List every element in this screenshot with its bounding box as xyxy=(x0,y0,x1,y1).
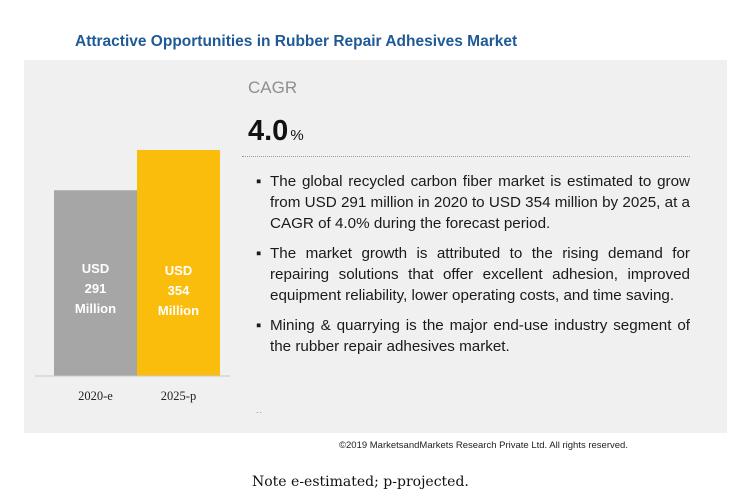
bullet-item: ▪ The market growth is attributed to the … xyxy=(254,243,690,306)
copyright-text: ©2019 MarketsandMarkets Research Private… xyxy=(339,440,628,451)
bar-data-label: USD xyxy=(82,261,109,276)
bar-data-label: Million xyxy=(158,303,199,318)
chart-title: Attractive Opportunities in Rubber Repai… xyxy=(75,33,518,50)
bullet-text: The global recycled carbon fiber market … xyxy=(270,173,690,232)
bar-data-label: 354 xyxy=(168,283,190,298)
cagr-value: 4.0% xyxy=(248,115,304,148)
cagr-label: CAGR xyxy=(248,78,298,97)
bullet-text: The market growth is attributed to the r… xyxy=(270,245,690,304)
cagr-number: 4.0 xyxy=(248,115,289,147)
bullet-icon: ▪ xyxy=(256,173,262,190)
bullet-icon: ▪ xyxy=(256,245,262,262)
bar-2020-e xyxy=(54,190,137,376)
bar-data-label: Million xyxy=(75,301,116,316)
bullet-icon: ▪ xyxy=(256,317,262,334)
bullet-item: ▪ Mining & quarrying is the major end-use… xyxy=(254,315,690,357)
bullet-text: Mining & quarrying is the major end-use … xyxy=(270,317,690,355)
ellipsis-mark: .. xyxy=(256,405,264,415)
bullet-item: ▪ The global recycled carbon fiber market… xyxy=(254,171,690,234)
bar-2025-p xyxy=(137,150,220,376)
footnote: Note e-estimated; p-projected. xyxy=(252,474,469,490)
x-tick-label: 2025-p xyxy=(161,389,196,403)
bar-data-label: USD xyxy=(165,263,192,278)
bullet-list: ▪ The global recycled carbon fiber market… xyxy=(254,171,690,366)
divider xyxy=(242,156,690,157)
x-tick-label: 2020-e xyxy=(78,389,113,403)
bar-data-label: 291 xyxy=(85,281,107,296)
cagr-unit: % xyxy=(290,127,304,144)
